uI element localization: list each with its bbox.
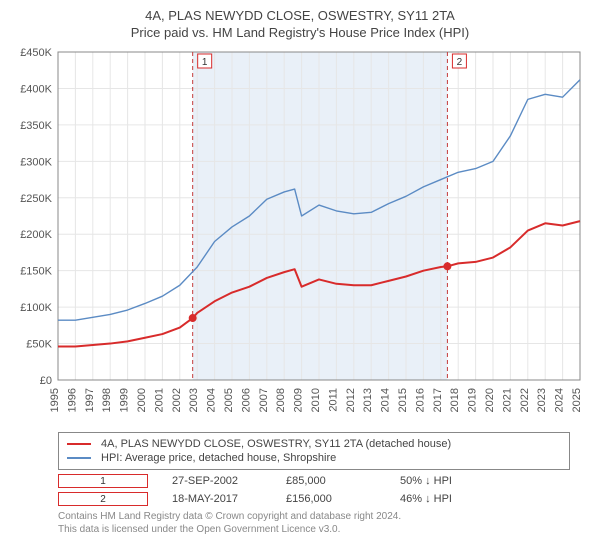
legend-swatch-icon	[67, 457, 91, 458]
footer-attribution: Contains HM Land Registry data © Crown c…	[58, 510, 570, 536]
svg-text:1996: 1996	[66, 388, 78, 412]
svg-text:2023: 2023	[536, 388, 548, 412]
legend-swatch-icon	[67, 443, 91, 445]
legend-label: HPI: Average price, detached house, Shro…	[101, 452, 336, 464]
svg-text:£400K: £400K	[20, 83, 52, 95]
svg-text:2020: 2020	[484, 388, 496, 412]
svg-text:2000: 2000	[136, 388, 148, 412]
sale-price: £156,000	[286, 493, 376, 505]
svg-text:2006: 2006	[240, 388, 252, 412]
svg-text:2025: 2025	[571, 388, 583, 412]
svg-text:2007: 2007	[258, 388, 270, 412]
svg-text:1997: 1997	[84, 388, 96, 412]
sale-date: 18-MAY-2017	[172, 493, 262, 505]
sale-marker-icon: 2	[58, 492, 148, 506]
svg-text:£0: £0	[40, 375, 52, 387]
svg-text:2010: 2010	[310, 388, 322, 412]
sale-row: 2 18-MAY-2017 £156,000 46% ↓ HPI	[58, 492, 570, 506]
svg-text:2008: 2008	[275, 388, 287, 412]
svg-text:2013: 2013	[362, 388, 374, 412]
chart-title: 4A, PLAS NEWYDD CLOSE, OSWESTRY, SY11 2T…	[10, 8, 590, 23]
svg-text:2016: 2016	[414, 388, 426, 412]
footer-line-2: This data is licensed under the Open Gov…	[58, 523, 570, 536]
svg-text:£50K: £50K	[26, 339, 52, 351]
svg-text:2012: 2012	[345, 388, 357, 412]
svg-text:1999: 1999	[119, 388, 131, 412]
svg-text:1998: 1998	[101, 388, 113, 412]
svg-text:£100K: £100K	[20, 302, 52, 314]
svg-text:2011: 2011	[327, 388, 339, 412]
svg-text:2004: 2004	[206, 388, 218, 412]
sale-delta: 50% ↓ HPI	[400, 475, 490, 487]
svg-text:1: 1	[202, 57, 208, 68]
svg-text:2003: 2003	[188, 388, 200, 412]
legend-box: 4A, PLAS NEWYDD CLOSE, OSWESTRY, SY11 2T…	[58, 432, 570, 470]
svg-text:2001: 2001	[153, 388, 165, 412]
sale-price: £85,000	[286, 475, 376, 487]
svg-text:£450K: £450K	[20, 47, 52, 59]
svg-text:2002: 2002	[171, 388, 183, 412]
chart-plot: £0 £50K £100K £150K £200K £250K £300K £350K £400…	[10, 46, 590, 426]
footer-line-1: Contains HM Land Registry data © Crown c…	[58, 510, 570, 523]
svg-text:2017: 2017	[432, 388, 444, 412]
legend-item-property: 4A, PLAS NEWYDD CLOSE, OSWESTRY, SY11 2T…	[67, 437, 561, 451]
svg-text:£350K: £350K	[20, 120, 52, 132]
svg-text:2022: 2022	[519, 388, 531, 412]
svg-text:£300K: £300K	[20, 156, 52, 168]
svg-text:1995: 1995	[49, 388, 61, 412]
chart-container: 4A, PLAS NEWYDD CLOSE, OSWESTRY, SY11 2T…	[0, 0, 600, 542]
svg-text:2019: 2019	[467, 388, 479, 412]
svg-text:£150K: £150K	[20, 266, 52, 278]
svg-text:2018: 2018	[449, 388, 461, 412]
svg-text:2005: 2005	[223, 388, 235, 412]
svg-text:£250K: £250K	[20, 193, 52, 205]
svg-text:£200K: £200K	[20, 229, 52, 241]
sale-row: 1 27-SEP-2002 £85,000 50% ↓ HPI	[58, 474, 570, 488]
legend-item-hpi: HPI: Average price, detached house, Shro…	[67, 451, 561, 465]
svg-text:2021: 2021	[501, 388, 513, 412]
svg-text:2: 2	[457, 57, 463, 68]
svg-text:2009: 2009	[293, 388, 305, 412]
legend-label: 4A, PLAS NEWYDD CLOSE, OSWESTRY, SY11 2T…	[101, 438, 451, 450]
svg-text:2015: 2015	[397, 388, 409, 412]
sale-date: 27-SEP-2002	[172, 475, 262, 487]
chart-subtitle: Price paid vs. HM Land Registry's House …	[10, 25, 590, 40]
svg-text:2024: 2024	[554, 388, 566, 412]
sale-delta: 46% ↓ HPI	[400, 493, 490, 505]
svg-text:2014: 2014	[380, 388, 392, 412]
sales-block: 1 27-SEP-2002 £85,000 50% ↓ HPI 2 18-MAY-2017…	[10, 474, 590, 506]
sale-marker-icon: 1	[58, 474, 148, 488]
